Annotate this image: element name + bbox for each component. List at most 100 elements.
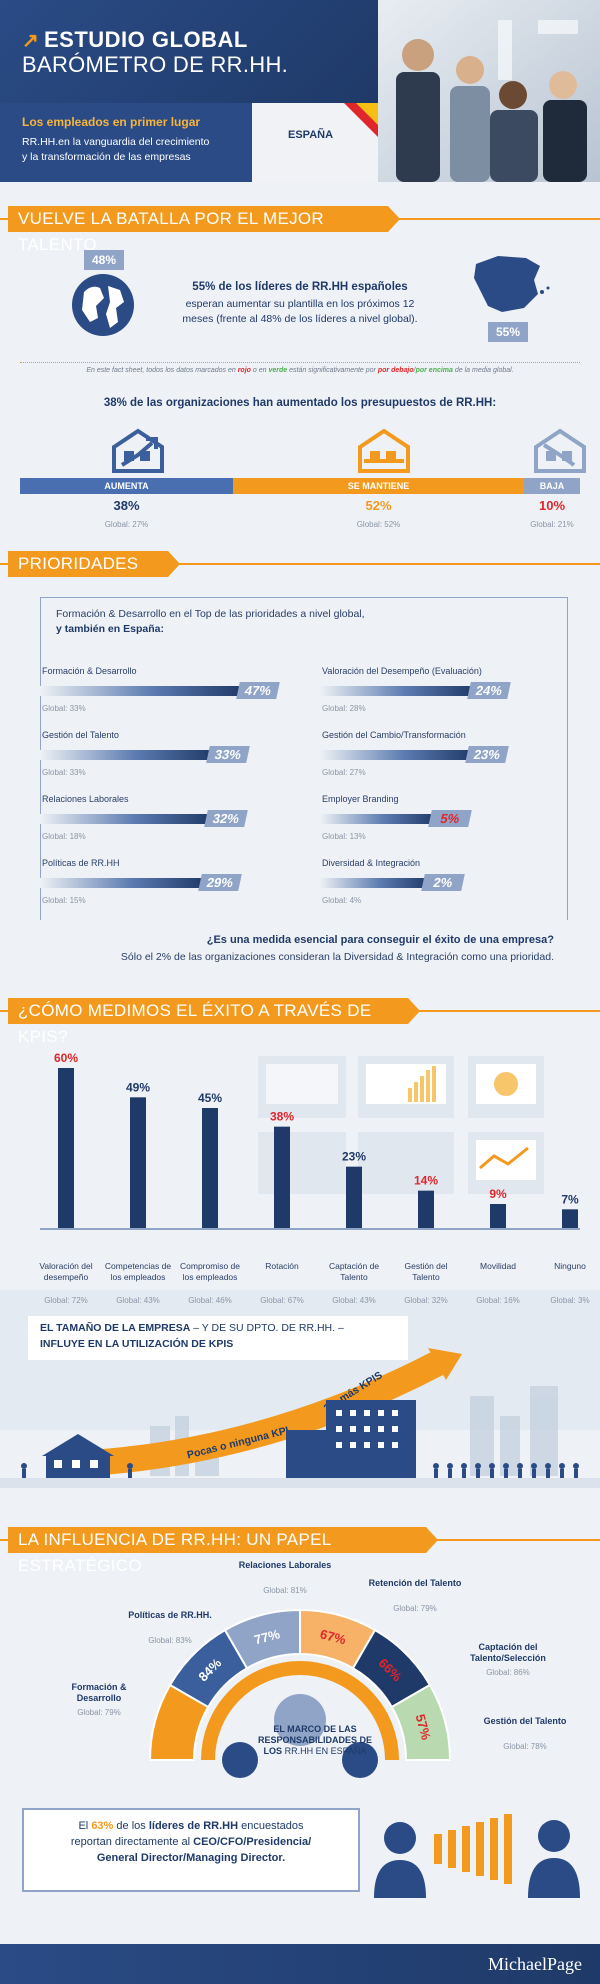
kpi-category-2: Compromiso de los empleados xyxy=(180,1261,240,1282)
arc-value-0: 86% xyxy=(166,1712,187,1741)
budget-segment-1: SE MANTIENE xyxy=(233,478,524,494)
kpi-bar-0 xyxy=(58,1068,74,1228)
kpi-global-1: Global: 43% xyxy=(116,1296,160,1305)
section-influence-title: LA INFLUENCIA DE RR.HH: UN PAPEL ESTRATÉ… xyxy=(8,1527,426,1575)
header-title-block: ↗ ESTUDIO GLOBAL BARÓMETRO DE RR.HH. xyxy=(0,0,378,103)
priority-value-0: 47% xyxy=(236,682,280,699)
kpi-value-3: 38% xyxy=(270,1110,294,1124)
callout-question: ¿Es una medida esencial para conseguir e… xyxy=(206,934,554,946)
company-line-1: EL TAMAÑO DE LA EMPRESA – Y DE SU DPTO. … xyxy=(40,1322,344,1334)
arc-label-5: Gestión del Talento xyxy=(483,1716,567,1726)
priority-value-7: 2% xyxy=(421,874,465,891)
kpi-global-0: Global: 72% xyxy=(44,1296,88,1305)
budget-value-2: 10% xyxy=(538,498,566,513)
kpi-category-4: Captación de Talento xyxy=(328,1261,380,1282)
arc-segment-5 xyxy=(390,1683,452,1761)
kpi-bar-3 xyxy=(274,1126,290,1228)
kpi-value-7: 7% xyxy=(561,1192,579,1206)
section-talent-header: VUELVE LA BATALLA POR EL MEJOR TALENTO xyxy=(0,206,600,254)
priority-global-2: Global: 18% xyxy=(42,832,86,841)
kpi-global-2: Global: 46% xyxy=(188,1296,232,1305)
section-priorities-header: PRIORIDADES xyxy=(0,551,600,577)
house-steady-icon xyxy=(358,428,410,473)
report-line-1: El 63% de los líderes de RR.HH encuestad… xyxy=(78,1820,304,1832)
company-line-2: INFLUYE EN LA UTILIZACIÓN DE KPIS xyxy=(40,1338,234,1350)
priority-bar-6 xyxy=(320,814,436,824)
priorities-intro-1: Formación & Desarrollo en el Top de las … xyxy=(56,608,365,620)
statement-line-3: meses (frente al 48% de los líderes a ni… xyxy=(182,313,418,325)
kpi-category-7: Ninguno xyxy=(554,1261,586,1271)
report-line-2: reportan directamente al CEO/CFO/Preside… xyxy=(70,1836,312,1848)
kpi-value-1: 49% xyxy=(126,1080,150,1094)
dashboard-graphics xyxy=(258,1056,544,1194)
statement-line-2: esperan aumentar su plantilla en los pró… xyxy=(185,298,415,310)
header: ↗ ESTUDIO GLOBAL BARÓMETRO DE RR.HH. Los… xyxy=(0,0,600,182)
kpi-value-2: 45% xyxy=(198,1091,222,1105)
arc-global-5: Global: 78% xyxy=(503,1742,547,1751)
influence-arc-chart: 86%84%77% 67%66%57% xyxy=(148,1608,452,1778)
priority-bar-5 xyxy=(320,750,473,760)
kpi-category-3: Rotación xyxy=(265,1261,299,1271)
priority-label-1: Gestión del Talento xyxy=(42,730,119,740)
header-title-2: BARÓMETRO DE RR.HH. xyxy=(22,52,289,77)
priority-label-3: Políticas de RR.HH xyxy=(42,858,120,868)
spain-map-icon xyxy=(474,256,550,312)
kpi-bar-6 xyxy=(490,1204,506,1228)
kpi-bar-4 xyxy=(346,1166,362,1228)
kpi-global-4: Global: 43% xyxy=(332,1296,376,1305)
company-banner xyxy=(0,1290,600,1430)
priorities-frame xyxy=(40,597,568,957)
priority-global-6: Global: 13% xyxy=(322,832,366,841)
kpi-bar-5 xyxy=(418,1190,434,1228)
callout-answer: Sólo el 2% de las organizaciones conside… xyxy=(120,951,554,963)
header-sub-2: y la transformación de las empresas xyxy=(22,151,191,163)
header-title-1: ESTUDIO GLOBAL xyxy=(44,27,248,52)
priority-bar-0 xyxy=(40,686,244,696)
arc-global-1: Global: 83% xyxy=(148,1636,192,1645)
report-line-3: General Director/Managing Director. xyxy=(96,1852,286,1864)
spain-pct-badge: 55% xyxy=(488,322,528,342)
arrow-icon: ↗ xyxy=(22,30,39,52)
priority-global-3: Global: 15% xyxy=(42,896,86,905)
budget-segment-2: BAJA xyxy=(524,478,580,494)
arc-label-3: Retención del Talento xyxy=(368,1578,462,1588)
priority-bar-3 xyxy=(40,878,206,888)
arc-global-3: Global: 79% xyxy=(393,1604,437,1613)
kpi-value-4: 23% xyxy=(342,1150,366,1164)
global-pct-badge: 48% xyxy=(84,250,124,270)
house-down-icon xyxy=(534,428,586,473)
country-block: ESPAÑA xyxy=(252,103,378,182)
arc-global-2: Global: 81% xyxy=(263,1586,307,1595)
house-up-icon xyxy=(112,428,164,473)
kpi-global-6: Global: 16% xyxy=(476,1296,520,1305)
arc-value-3: 67% xyxy=(318,1626,347,1647)
priorities-intro-2: y también en España: xyxy=(56,623,164,635)
footer-bar: MichaelPage xyxy=(0,1944,600,1984)
priority-value-4: 24% xyxy=(467,682,511,699)
kpi-axis xyxy=(40,1228,580,1230)
kpi-value-6: 9% xyxy=(489,1187,507,1201)
budget-stacked-bar: AUMENTA SE MANTIENE BAJA xyxy=(20,478,580,494)
report-box: El 63% de los líderes de RR.HH encuestad… xyxy=(22,1808,360,1892)
priority-bar-7 xyxy=(320,878,429,888)
business-team-photo xyxy=(378,0,600,182)
budget-value-0: 38% xyxy=(113,498,140,513)
kpi-bar-chart: 60% 49% 45% 38% 23% 14% 9% 7% xyxy=(40,1051,580,1230)
priority-label-0: Formación & Desarrollo xyxy=(42,666,137,676)
priority-label-6: Employer Branding xyxy=(322,794,399,804)
section-talent-title: VUELVE LA BATALLA POR EL MEJOR TALENTO xyxy=(8,206,388,254)
section-influence-header: LA INFLUENCIA DE RR.HH: UN PAPEL ESTRATÉ… xyxy=(0,1527,600,1575)
priority-global-7: Global: 4% xyxy=(322,896,362,905)
kpi-category-1: Competencias de los empleados xyxy=(104,1261,172,1282)
kpi-category-5: Gestión del Talento xyxy=(404,1261,448,1282)
priority-bar-1 xyxy=(40,750,214,760)
kpi-category-0: Valoración del desempeño xyxy=(39,1261,93,1282)
company-growth-illustration: Pocas o ninguna KPI 3 o más KPIS xyxy=(0,1348,600,1488)
priority-label-5: Gestión del Cambio/Transformación xyxy=(322,730,466,740)
budget-global-2: Global: 21% xyxy=(530,520,574,529)
arc-value-2: 77% xyxy=(252,1626,281,1647)
arc-value-5: 57% xyxy=(413,1712,434,1741)
priority-bar-2 xyxy=(40,814,212,824)
priority-value-5: 23% xyxy=(465,746,509,763)
priority-bar-4 xyxy=(320,686,475,696)
